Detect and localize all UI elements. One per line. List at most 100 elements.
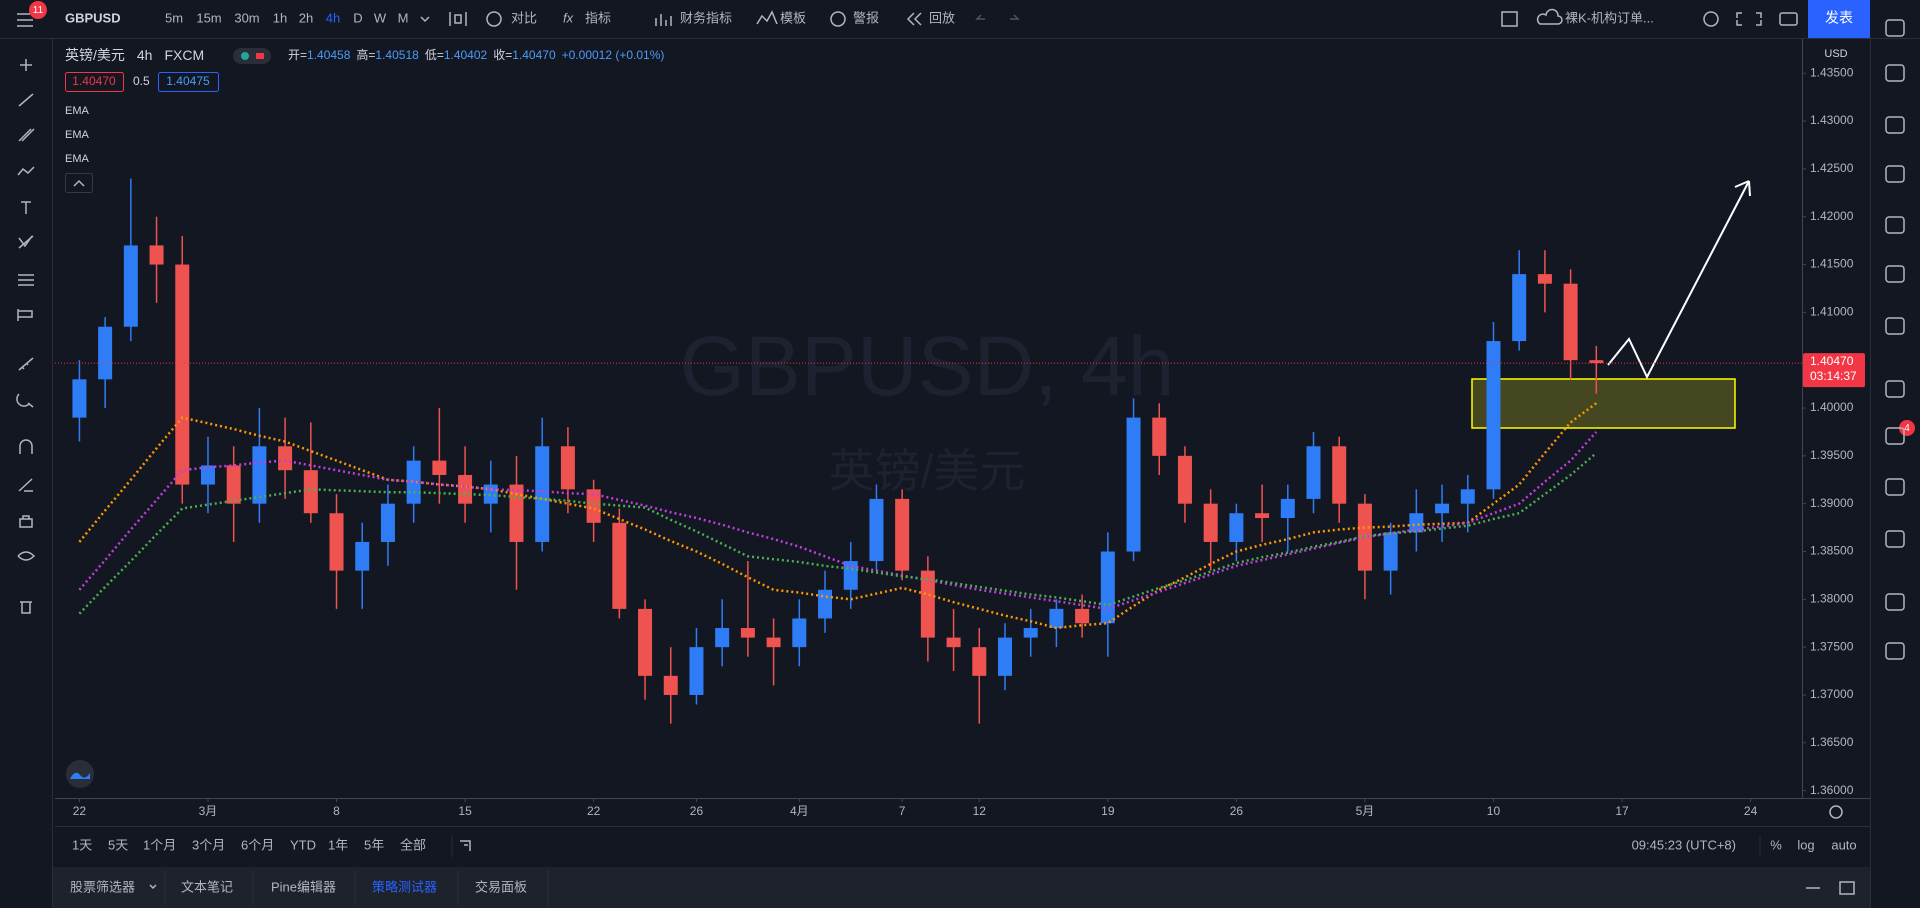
scale-option[interactable]: % (1770, 837, 1782, 852)
drawing-tool[interactable] (18, 357, 34, 371)
range-button[interactable]: 1个月 (143, 837, 176, 852)
chart-type-icon[interactable] (449, 12, 467, 26)
drawing-tool[interactable] (16, 393, 34, 408)
templates-icon[interactable] (756, 10, 778, 25)
side-widget[interactable] (1885, 265, 1905, 283)
cloud-icon[interactable] (1536, 8, 1563, 25)
range-button[interactable]: 5天 (108, 837, 128, 852)
ask-box[interactable] (158, 72, 219, 92)
candle-body (895, 498, 910, 571)
panel-tab[interactable]: Pine编辑器 (271, 879, 336, 894)
drawing-tool[interactable] (18, 128, 35, 142)
projection-arrow[interactable] (1607, 180, 1751, 380)
undo-redo[interactable] (975, 14, 1020, 20)
snapshot-icon[interactable] (1779, 12, 1798, 26)
indicators[interactable]: 指标 (585, 10, 611, 25)
publish[interactable]: 发表 (1825, 10, 1853, 26)
side-widget[interactable] (1885, 165, 1905, 183)
drawing-tool[interactable] (20, 59, 32, 71)
scale-option[interactable]: log (1797, 837, 1814, 852)
bid-box[interactable] (65, 72, 124, 92)
range-button[interactable]: 全部 (400, 837, 426, 852)
interval[interactable]: W (374, 10, 387, 25)
drawing-tool[interactable] (19, 439, 33, 454)
panel-tab[interactable]: 文本笔记 (181, 879, 233, 894)
templates[interactable]: 模板 (780, 10, 806, 25)
drawing-tool[interactable] (17, 309, 33, 321)
interval[interactable]: 4h (326, 10, 340, 25)
y-tick-label: 1.41000 (1810, 305, 1854, 319)
interval[interactable]: 1h (273, 10, 287, 25)
candle-body (586, 489, 601, 523)
side-widget[interactable] (1885, 64, 1905, 82)
range-button[interactable]: 3个月 (192, 837, 225, 852)
side-widget[interactable] (1885, 530, 1905, 548)
panel-tab[interactable]: 交易面板 (475, 879, 527, 894)
compare-icon[interactable] (486, 11, 502, 27)
drawing-tool[interactable] (17, 551, 36, 561)
replay[interactable]: 回放 (929, 10, 955, 25)
drawing-tool[interactable] (21, 201, 31, 214)
indicator-name[interactable]: EMA (65, 129, 90, 141)
side-widget[interactable] (1885, 427, 1905, 445)
side-widget[interactable] (1885, 642, 1905, 660)
side-widget[interactable] (1885, 19, 1905, 37)
ask[interactable]: 1.40475 (166, 74, 210, 88)
bid[interactable]: 1.40470 (72, 74, 116, 88)
settings-icon[interactable] (1703, 11, 1719, 27)
panel-controls[interactable] (1806, 881, 1855, 895)
layout-name[interactable]: 裸K-机构订单... (1565, 10, 1654, 25)
panel-tab[interactable]: 策略测试器 (372, 879, 437, 894)
drawing-tool[interactable] (20, 601, 32, 614)
candle-body (715, 628, 730, 648)
collapse-button[interactable] (65, 173, 93, 193)
symbol[interactable]: GBPUSD (65, 10, 121, 25)
side-widget[interactable] (1885, 478, 1905, 496)
range-button[interactable]: YTD (290, 837, 316, 852)
logo[interactable] (66, 760, 94, 788)
side-widget[interactable] (1885, 116, 1905, 134)
side-widget[interactable] (1885, 380, 1905, 398)
drawing-tool[interactable] (18, 274, 34, 286)
indicator-name[interactable]: EMA (65, 105, 90, 117)
fullscreen-icon[interactable] (1736, 12, 1762, 26)
replay-icon[interactable] (906, 12, 922, 26)
drawing-tool[interactable] (19, 515, 33, 528)
x-tick-label: 15 (458, 804, 472, 818)
candle-body (380, 503, 395, 542)
panel-tab[interactable]: 股票筛选器 (70, 879, 135, 894)
range-button[interactable]: 5年 (364, 837, 384, 852)
toggle[interactable] (233, 48, 271, 64)
alerts[interactable]: 警报 (853, 10, 879, 25)
range-button[interactable]: 1天 (72, 837, 92, 852)
drawing-tool[interactable] (18, 478, 33, 492)
interval[interactable]: D (353, 10, 362, 25)
interval[interactable]: 5m (165, 10, 183, 25)
side-widget[interactable] (1885, 317, 1905, 335)
watermark-symbol: GBPUSD, 4h (680, 319, 1175, 413)
interval-menu[interactable] (420, 16, 430, 23)
axis-settings[interactable] (1829, 805, 1843, 819)
interval[interactable]: 2h (299, 10, 313, 25)
drawing-tool[interactable] (18, 93, 34, 107)
interval[interactable]: 15m (196, 10, 221, 25)
fx-icon: fx (563, 10, 574, 25)
range-button[interactable]: 6个月 (241, 837, 274, 852)
alerts-icon[interactable] (830, 11, 846, 27)
side-widget[interactable] (1885, 593, 1905, 611)
drawing-tool[interactable] (18, 235, 34, 249)
range-button[interactable]: 1年 (328, 837, 348, 852)
side-widget[interactable] (1885, 216, 1905, 234)
layout-icon[interactable] (1501, 11, 1518, 27)
scale-option[interactable]: auto (1831, 837, 1856, 852)
date-range-icon[interactable] (460, 840, 471, 851)
publish-button[interactable] (1808, 0, 1870, 38)
financials-icon[interactable] (655, 14, 672, 26)
drawing-tool[interactable] (17, 166, 35, 176)
zone-rectangle[interactable] (1471, 378, 1736, 429)
compare[interactable]: 对比 (511, 10, 537, 25)
financials[interactable]: 财务指标 (680, 10, 732, 25)
interval[interactable]: 30m (234, 10, 259, 25)
indicator-name[interactable]: EMA (65, 153, 90, 165)
interval[interactable]: M (398, 10, 409, 25)
